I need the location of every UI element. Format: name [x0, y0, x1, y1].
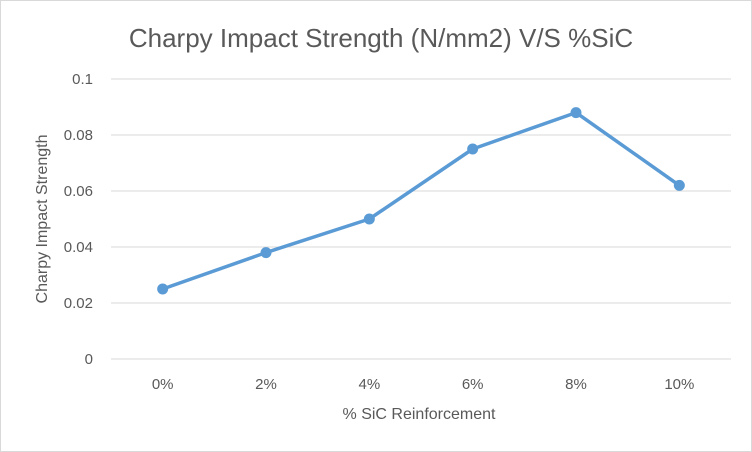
- y-tick-label: 0: [85, 351, 93, 368]
- series-line: [160, 110, 682, 291]
- data-point: [260, 247, 272, 259]
- data-point: [673, 179, 685, 191]
- y-tick-label: 0.08: [64, 127, 93, 144]
- x-tick-label: 6%: [462, 376, 484, 393]
- y-tick-label: 0.04: [64, 239, 93, 256]
- x-tick-label: 4%: [358, 376, 380, 393]
- x-tick-label: 8%: [565, 376, 587, 393]
- y-axis-ticks: 0 0.02 0.04 0.06 0.08 0.1: [64, 71, 93, 368]
- data-point: [157, 283, 169, 295]
- gridlines: [111, 78, 731, 360]
- data-point: [570, 107, 582, 119]
- y-tick-label: 0.06: [64, 183, 93, 200]
- y-tick-label: 0.1: [72, 71, 93, 88]
- chart-title: Charpy Impact Strength (N/mm2) V/S %SiC: [129, 23, 633, 53]
- y-axis-label: Charpy Impact Strength: [34, 135, 51, 304]
- x-axis-ticks: 0% 2% 4% 6% 8% 10%: [152, 376, 695, 393]
- x-tick-label: 0%: [152, 376, 174, 393]
- series-layer: [157, 107, 685, 295]
- x-axis-label: % SiC Reinforcement: [343, 406, 497, 423]
- data-point: [363, 213, 375, 225]
- y-tick-label: 0.02: [64, 295, 93, 312]
- x-tick-label: 2%: [255, 376, 277, 393]
- x-tick-label: 10%: [664, 376, 694, 393]
- data-point: [467, 143, 479, 155]
